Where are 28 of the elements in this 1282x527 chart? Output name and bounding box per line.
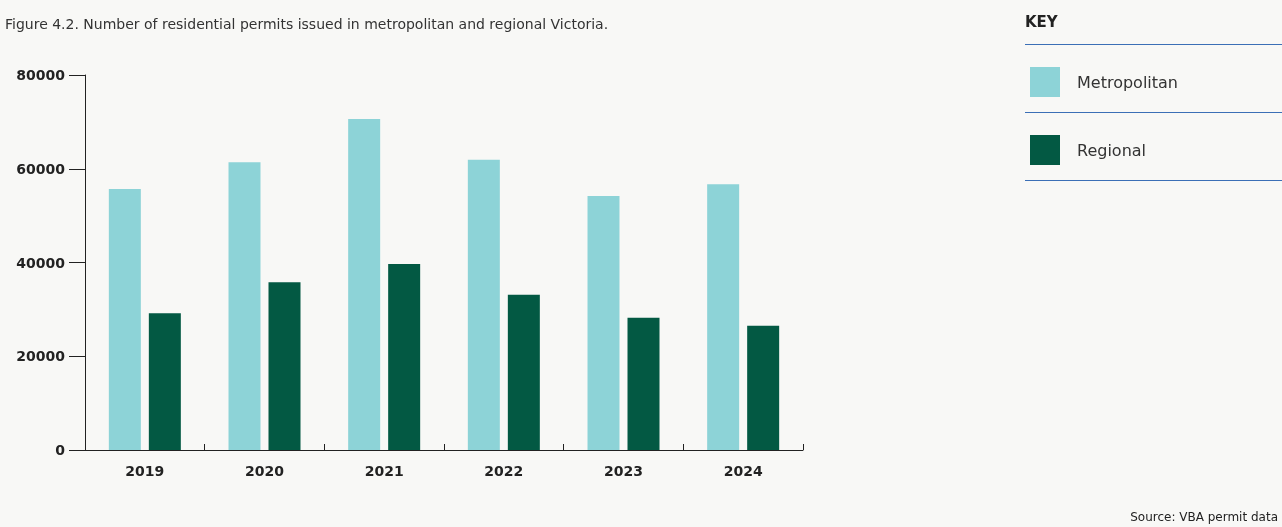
bar [108,188,141,450]
x-tick-label: 2019 [125,463,165,479]
x-tick-label: 2023 [604,463,643,479]
x-tick-label: 2024 [723,463,763,479]
y-tick-label: 60000 [16,160,66,177]
legend-label: Metropolitan [1077,72,1178,92]
y-tick-label: 80000 [16,67,66,83]
x-tick-label: 2020 [245,463,285,479]
bar [587,195,620,450]
bar [627,317,660,450]
legend-title: KEY [1025,12,1059,31]
source-note: Source: VBA permit data [1130,510,1279,524]
bar [228,162,261,450]
bar [268,282,301,450]
x-tick-label: 2021 [364,463,404,479]
y-tick-label: 0 [55,442,66,458]
bar [467,159,500,450]
bar [507,294,540,450]
bar [388,263,421,450]
bar [348,119,381,450]
bar [148,313,181,450]
y-tick-label: 20000 [16,348,66,365]
legend-label: Regional [1077,140,1147,160]
y-tick-label: 40000 [16,254,66,271]
x-tick-label: 2022 [484,463,524,479]
chart-title: Figure 4.2. Number of residential permits issued in metropolitan and regional Victoria. [5,16,609,32]
bar [707,184,740,450]
bar [747,325,780,450]
